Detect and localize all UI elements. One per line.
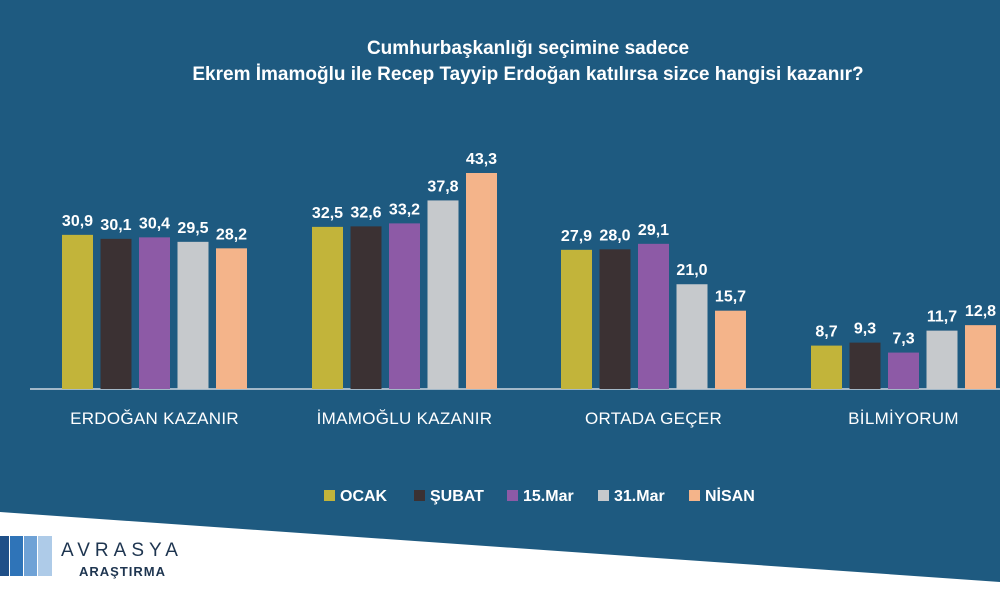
legend-label-2: ŞUBAT	[430, 488, 484, 505]
data-label-4-5: 12,8	[965, 303, 996, 320]
bar-4-2	[849, 342, 881, 389]
bar-1-3	[139, 237, 170, 389]
legend-swatch-3	[507, 490, 518, 501]
data-label-4-4: 11,7	[927, 309, 957, 326]
data-label-4-3: 7,3	[892, 331, 914, 348]
background-panel	[0, 0, 1000, 582]
data-label-2-2: 32,6	[350, 204, 381, 221]
data-label-3-5: 15,7	[715, 289, 746, 306]
chart-title-line-2: Ekrem İmamoğlu ile Recep Tayyip Erdoğan …	[192, 64, 863, 85]
logo-stripe-2	[10, 536, 23, 576]
bar-4-4	[926, 330, 958, 389]
brand-subtitle: ARAŞTIRMA	[79, 564, 166, 579]
bars-group: 30,9 30,1 30,4 29,5 28,2 32,5 32,6 33,2 37,8 43,3…	[62, 151, 996, 389]
category-label-3: ORTADA GEÇER	[585, 409, 722, 428]
category-label-2: İMAMOĞLU KAZANIR	[317, 409, 493, 428]
data-label-2-4: 37,8	[427, 178, 458, 195]
legend-label-3: 15.Mar	[523, 488, 574, 505]
legend-swatch-4	[598, 490, 609, 501]
bar-1-4	[177, 241, 209, 389]
legend-swatch-5	[689, 490, 700, 501]
legend-label-4: 31.Mar	[614, 488, 665, 505]
legend-label-1: OCAK	[340, 488, 388, 505]
bar-3-4	[676, 284, 708, 389]
legend: OCAK ŞUBAT 15.Mar 31.Mar NİSAN	[324, 487, 755, 505]
logo-stripe-3	[24, 536, 37, 576]
chart-title-line-1: Cumhurbaşkanlığı seçimine sadece	[367, 38, 689, 59]
bar-1-5	[216, 248, 247, 389]
bar-2-2	[350, 226, 382, 389]
bar-2-4	[427, 200, 459, 389]
category-label-1: ERDOĞAN KAZANIR	[70, 409, 239, 428]
category-label-4: BİLMİYORUM	[848, 409, 959, 428]
data-label-2-3: 33,2	[389, 201, 420, 218]
data-label-2-1: 32,5	[312, 205, 343, 222]
bar-1-2	[100, 238, 132, 389]
bar-2-1	[312, 226, 343, 389]
data-label-1-5: 28,2	[216, 226, 247, 243]
bar-4-3	[888, 352, 919, 389]
bar-3-3	[638, 243, 669, 389]
data-label-4-1: 8,7	[815, 324, 837, 341]
data-label-3-4: 21,0	[676, 262, 707, 279]
data-label-1-4: 29,5	[177, 220, 208, 237]
bar-2-3	[389, 223, 420, 389]
bar-1-1	[62, 234, 93, 389]
data-label-1-2: 30,1	[100, 217, 131, 234]
data-label-1-3: 30,4	[139, 215, 170, 232]
bar-3-5	[715, 310, 746, 389]
data-label-3-1: 27,9	[561, 228, 592, 245]
brand-logo: AVRASYA ARAŞTIRMA	[0, 536, 183, 579]
bar-2-5	[466, 173, 497, 389]
bar-3-1	[561, 249, 592, 389]
brand-name: AVRASYA	[61, 540, 183, 561]
data-label-3-2: 28,0	[599, 227, 630, 244]
legend-swatch-1	[324, 490, 335, 501]
category-labels: ERDOĞAN KAZANIR İMAMOĞLU KAZANIR ORTADA GE…	[70, 409, 959, 428]
bar-4-1	[811, 345, 842, 389]
bar-4-5	[965, 325, 996, 389]
data-label-1-1: 30,9	[62, 213, 93, 230]
legend-swatch-2	[414, 490, 425, 501]
logo-stripe-1	[0, 536, 9, 576]
legend-label-5: NİSAN	[705, 487, 755, 505]
data-label-4-2: 9,3	[854, 321, 876, 338]
bar-3-2	[599, 249, 631, 389]
data-label-3-3: 29,1	[638, 222, 669, 239]
logo-stripe-4	[38, 536, 52, 576]
data-label-2-5: 43,3	[466, 151, 497, 168]
